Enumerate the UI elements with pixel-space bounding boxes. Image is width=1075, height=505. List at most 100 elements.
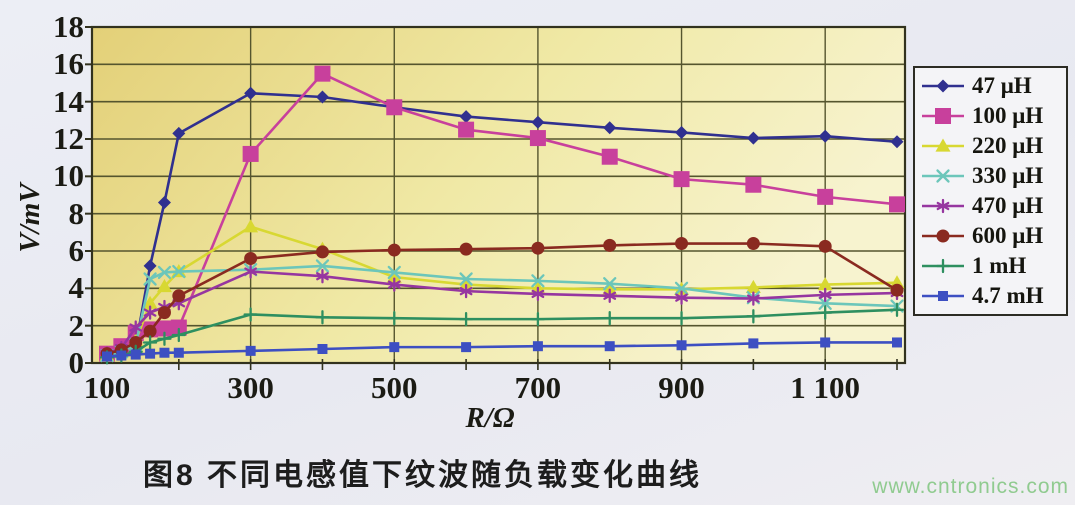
triangle-marker (386, 269, 402, 283)
diamond-marker (603, 121, 617, 135)
series-marker (817, 188, 834, 205)
circle-marker (746, 237, 760, 251)
legend-label: 600 μH (972, 223, 1044, 248)
series-marker (142, 295, 158, 309)
series-marker (890, 135, 904, 149)
series-marker (243, 307, 258, 322)
series-marker (674, 281, 689, 295)
triangle-marker (156, 278, 172, 293)
square-marker (529, 130, 546, 147)
triangle-marker (745, 279, 761, 294)
x-marker (936, 169, 950, 183)
x-marker (531, 274, 545, 288)
small-square-marker (173, 347, 184, 358)
circle-marker (315, 245, 329, 259)
x-marker (674, 281, 689, 295)
watermark: www.cntronics.com (872, 475, 1069, 498)
series-marker (531, 274, 545, 288)
circle-marker (459, 242, 473, 256)
square-marker (817, 188, 834, 205)
series-marker (317, 344, 328, 354)
plus-marker (243, 307, 258, 322)
legend-label: 100 μH (972, 103, 1044, 128)
plus-marker (746, 309, 761, 324)
series-polyline (105, 341, 899, 358)
series-marker (745, 279, 761, 294)
series-marker (129, 320, 143, 335)
series-marker (387, 277, 401, 292)
series-marker (159, 347, 170, 358)
series-marker (129, 335, 143, 349)
series-marker (245, 345, 256, 356)
legend-item: 220 μH (920, 131, 1066, 161)
series-marker (387, 243, 401, 257)
circle-marker (890, 283, 904, 297)
x-marker (387, 265, 401, 280)
series-marker (143, 272, 157, 286)
circle-marker (936, 229, 950, 243)
y-tick-label: 10 (53, 158, 84, 194)
small-square-marker (317, 344, 328, 354)
series-marker (818, 287, 832, 303)
series-marker (603, 238, 617, 252)
plus-marker (458, 311, 474, 327)
series-marker (818, 296, 832, 310)
circle-marker (129, 335, 143, 349)
triangle-marker (142, 295, 158, 309)
series-marker (890, 283, 904, 297)
series-marker (244, 86, 258, 100)
diamond-marker (315, 90, 329, 104)
series-marker (102, 351, 112, 362)
plot-border (90, 25, 907, 365)
series-marker (936, 169, 950, 183)
diamond-marker (157, 195, 171, 209)
diamond-marker (890, 135, 904, 149)
series-marker (387, 265, 401, 280)
series-polyline (105, 242, 899, 355)
legend-label: 4.7 mH (972, 283, 1044, 308)
square-marker (170, 319, 187, 336)
series-marker (531, 115, 545, 129)
series-marker (603, 121, 617, 135)
series-marker (529, 130, 546, 147)
plus-marker (142, 335, 158, 350)
y-tick-label: 14 (53, 83, 84, 119)
series-marker (244, 251, 258, 265)
star-marker (244, 264, 258, 279)
series-marker (157, 265, 172, 280)
series-marker (532, 341, 543, 352)
series-marker (315, 245, 329, 259)
circle-marker (157, 306, 171, 320)
series-marker (171, 327, 186, 343)
series-marker (603, 277, 617, 291)
small-square-marker (116, 350, 127, 361)
series-marker (157, 306, 171, 320)
legend-swatch (922, 258, 964, 274)
plus-marker (935, 258, 951, 274)
series-marker (676, 340, 687, 351)
legend-item: 600 μH (920, 221, 1066, 251)
small-square-marker (145, 348, 156, 359)
triangle-marker (817, 277, 833, 291)
series-marker (243, 219, 259, 233)
series-marker (142, 335, 158, 350)
circle-marker (818, 239, 832, 253)
series-marker (172, 264, 186, 279)
series-marker (315, 90, 329, 104)
series-marker (746, 291, 760, 306)
plus-marker (818, 305, 833, 320)
x-marker (459, 272, 473, 286)
series-marker (386, 269, 402, 283)
x-marker (603, 277, 617, 291)
series-marker (242, 145, 259, 162)
y-tick-label: 0 (68, 345, 85, 380)
diamond-marker (675, 125, 689, 139)
star-marker (316, 269, 329, 284)
star-marker (531, 286, 545, 302)
star-marker (143, 305, 157, 320)
small-square-marker (748, 338, 759, 349)
triangle-marker (935, 138, 951, 152)
series-marker (935, 138, 951, 152)
